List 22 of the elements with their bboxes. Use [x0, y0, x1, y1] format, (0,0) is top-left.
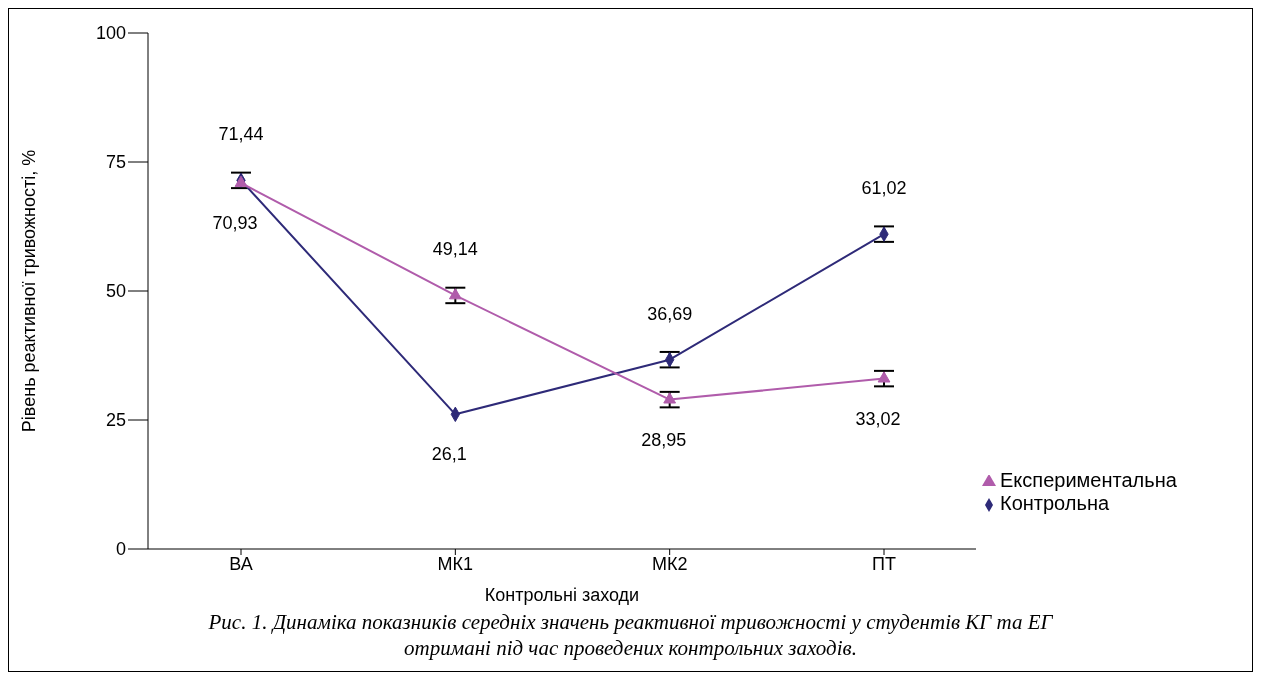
data-label: 28,95 — [641, 429, 687, 450]
data-label: 49,14 — [432, 239, 478, 260]
x-tick-label: МК2 — [651, 553, 688, 574]
x-tick-label: ПТ — [872, 553, 896, 574]
y-tick-label: 75 — [105, 152, 126, 173]
data-label: 70,93 — [212, 213, 258, 233]
y-tick-label: 0 — [115, 539, 126, 560]
x-tick-label: МК1 — [437, 553, 474, 574]
y-tick-label: 50 — [105, 281, 126, 302]
data-label: 36,69 — [647, 303, 693, 324]
x-axis-title: Контрольні заходи — [484, 585, 640, 605]
y-tick-label: 25 — [105, 410, 126, 431]
data-label: 61,02 — [861, 178, 907, 199]
data-label: 33,02 — [855, 408, 901, 429]
text: Рис. 1. Динаміка показників середніх значень реактивної тривожності у студентів КГ та ЕГ отримані під час проведених контрольних заходів. — [207, 609, 1054, 661]
data-label: 26,1 — [431, 444, 467, 465]
x-tick-label: ВА — [229, 553, 253, 574]
data-label: 71,44 — [218, 124, 264, 145]
legend-label: Експериментальна — [1000, 469, 1177, 491]
legend-label: Контрольна — [1000, 492, 1110, 514]
y-axis-title: Рівень реактивної тривожності, % — [19, 149, 40, 433]
y-tick-label: 100 — [95, 23, 126, 44]
